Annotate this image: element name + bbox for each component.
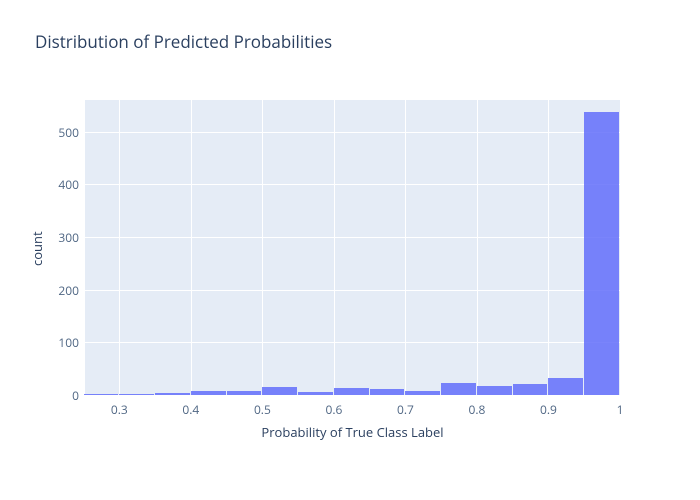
x-tick-label: 1 [605, 401, 635, 418]
x-tick-label: 0.5 [247, 401, 277, 418]
gridline-horizontal [85, 290, 620, 291]
chart-title: Distribution of Predicted Probabilities [35, 30, 332, 53]
histogram-bar [370, 389, 405, 395]
y-tick-label: 500 [58, 124, 79, 141]
x-tick-label: 0.7 [390, 401, 420, 418]
histogram-bar [477, 386, 512, 395]
histogram-bar [334, 388, 369, 395]
x-tick-label: 0.6 [319, 401, 349, 418]
gridline-vertical [477, 100, 478, 395]
gridline-horizontal [85, 184, 620, 185]
gridline-vertical [262, 100, 263, 395]
gridline-horizontal [85, 237, 620, 238]
x-tick-label: 0.8 [462, 401, 492, 418]
y-axis-label: count [28, 231, 46, 266]
y-tick-label: 100 [58, 334, 79, 351]
histogram-bar [548, 378, 583, 395]
histogram-bar [405, 391, 440, 395]
histogram-bar [441, 383, 476, 395]
gridline-vertical [548, 100, 549, 395]
y-tick-label: 400 [58, 176, 79, 193]
x-tick-label: 0.4 [176, 401, 206, 418]
histogram-bar [119, 394, 154, 395]
histogram-bar [584, 112, 619, 395]
y-tick-label: 0 [72, 387, 79, 404]
x-tick-label: 0.3 [104, 401, 134, 418]
histogram-bar [155, 393, 190, 395]
gridline-vertical [620, 100, 621, 395]
gridline-vertical [119, 100, 120, 395]
histogram-bar [191, 391, 226, 395]
histogram-bar [227, 391, 262, 395]
histogram-bar [513, 384, 548, 395]
gridline-vertical [334, 100, 335, 395]
gridline-horizontal [85, 132, 620, 133]
histogram-bar [298, 392, 333, 395]
y-tick-label: 300 [58, 229, 79, 246]
x-axis-label: Probability of True Class Label [85, 423, 620, 441]
gridline-vertical [191, 100, 192, 395]
plot-area [85, 100, 620, 395]
histogram-bar [262, 387, 297, 395]
x-tick-label: 0.9 [533, 401, 563, 418]
chart-container: Distribution of Predicted Probabilities … [0, 0, 700, 500]
gridline-vertical [405, 100, 406, 395]
y-tick-label: 200 [58, 282, 79, 299]
gridline-horizontal [85, 395, 620, 396]
histogram-bar [84, 394, 119, 395]
gridline-horizontal [85, 342, 620, 343]
